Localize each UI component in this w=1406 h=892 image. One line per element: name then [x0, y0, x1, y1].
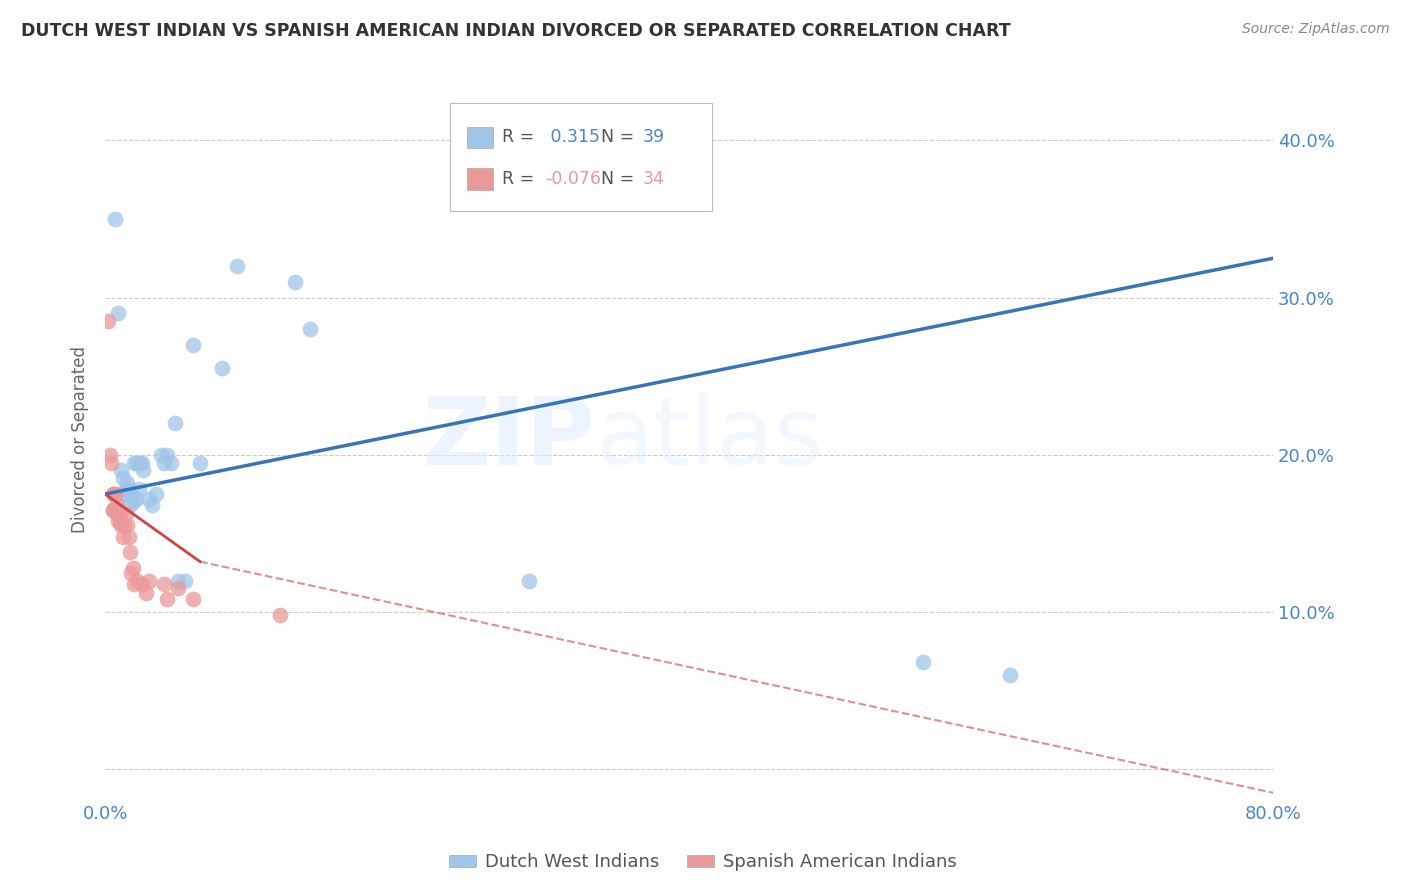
- Point: [112, 487, 135, 501]
- Point: [181, 337, 204, 351]
- Text: 34: 34: [643, 169, 664, 187]
- Point: [225, 259, 247, 273]
- Point: [127, 456, 149, 470]
- Point: [155, 592, 177, 607]
- Point: [181, 592, 204, 607]
- Text: -0.076: -0.076: [546, 169, 602, 187]
- Point: [517, 574, 540, 588]
- Point: [107, 306, 129, 320]
- Point: [108, 508, 131, 522]
- Point: [104, 502, 127, 516]
- Point: [174, 574, 197, 588]
- Point: [107, 502, 129, 516]
- Point: [115, 476, 138, 491]
- Point: [103, 487, 125, 501]
- Point: [911, 655, 934, 669]
- Point: [167, 574, 190, 588]
- Point: [132, 463, 155, 477]
- Text: Source: ZipAtlas.com: Source: ZipAtlas.com: [1241, 22, 1389, 37]
- Text: R =: R =: [502, 169, 540, 187]
- Text: 39: 39: [643, 128, 665, 146]
- Point: [101, 502, 124, 516]
- Point: [124, 456, 146, 470]
- FancyBboxPatch shape: [450, 103, 713, 211]
- Point: [167, 582, 190, 596]
- Legend: Dutch West Indians, Spanish American Indians: Dutch West Indians, Spanish American Ind…: [441, 847, 965, 879]
- Point: [101, 502, 124, 516]
- Point: [284, 275, 307, 289]
- Point: [135, 586, 157, 600]
- Point: [160, 456, 183, 470]
- Point: [129, 456, 152, 470]
- Point: [112, 518, 135, 533]
- Text: ZIP: ZIP: [423, 393, 596, 485]
- Point: [211, 361, 233, 376]
- Point: [125, 491, 148, 506]
- Point: [127, 574, 149, 588]
- Point: [149, 448, 172, 462]
- Bar: [467, 127, 494, 148]
- Point: [97, 314, 120, 328]
- Point: [131, 456, 153, 470]
- Point: [110, 518, 132, 533]
- Point: [111, 529, 134, 543]
- Point: [117, 483, 139, 497]
- Point: [118, 498, 141, 512]
- Point: [105, 498, 128, 512]
- Bar: [467, 168, 494, 189]
- Point: [128, 483, 150, 497]
- Point: [188, 456, 211, 470]
- Text: N =: N =: [591, 128, 640, 146]
- Point: [1000, 668, 1022, 682]
- Point: [152, 576, 174, 591]
- Text: DUTCH WEST INDIAN VS SPANISH AMERICAN INDIAN DIVORCED OR SEPARATED CORRELATION C: DUTCH WEST INDIAN VS SPANISH AMERICAN IN…: [21, 22, 1011, 40]
- Point: [107, 514, 129, 528]
- Point: [117, 529, 139, 543]
- Point: [122, 561, 145, 575]
- Point: [114, 508, 136, 522]
- Point: [152, 456, 174, 470]
- Point: [98, 448, 121, 462]
- Point: [108, 487, 131, 501]
- Point: [104, 487, 127, 501]
- Point: [122, 495, 145, 509]
- Point: [121, 566, 143, 580]
- Point: [138, 574, 160, 588]
- Point: [298, 322, 321, 336]
- Point: [131, 576, 153, 591]
- Point: [155, 448, 177, 462]
- Point: [115, 518, 138, 533]
- Point: [114, 483, 136, 497]
- Point: [101, 487, 124, 501]
- Text: N =: N =: [591, 169, 640, 187]
- Point: [108, 514, 131, 528]
- Y-axis label: Divorced or Separated: Divorced or Separated: [72, 345, 89, 533]
- Point: [104, 211, 127, 226]
- Text: atlas: atlas: [596, 393, 824, 485]
- Point: [111, 471, 134, 485]
- Text: 0.315: 0.315: [546, 128, 600, 146]
- Point: [124, 576, 146, 591]
- Point: [145, 487, 167, 501]
- Point: [110, 463, 132, 477]
- Point: [100, 456, 122, 470]
- Text: R =: R =: [502, 128, 540, 146]
- Point: [138, 491, 160, 506]
- Point: [118, 545, 141, 559]
- Point: [141, 498, 163, 512]
- Point: [165, 417, 187, 431]
- Point: [121, 487, 143, 501]
- Point: [103, 502, 125, 516]
- Point: [105, 508, 128, 522]
- Point: [269, 608, 291, 623]
